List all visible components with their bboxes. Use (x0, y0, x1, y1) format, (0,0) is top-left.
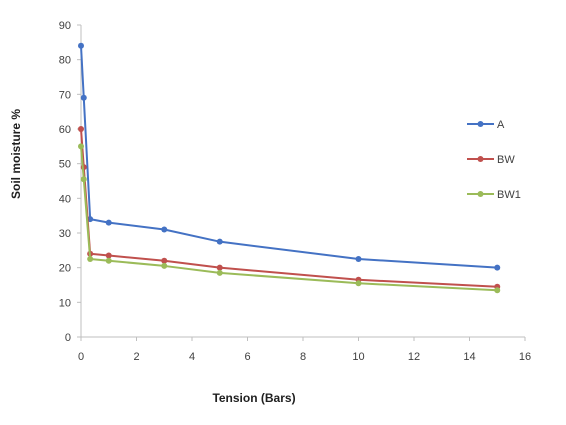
data-point-bw1 (216, 269, 223, 276)
legend-marker-bw (477, 156, 484, 162)
y-tick-label: 60 (59, 124, 71, 136)
x-tick-label: 8 (300, 351, 306, 363)
data-point-bw1 (494, 287, 501, 294)
x-tick-label: 10 (352, 351, 364, 363)
legend-item-a: A (467, 119, 505, 131)
x-tick-label: 0 (78, 351, 84, 363)
data-point-a (494, 264, 501, 271)
x-tick-label: 12 (408, 351, 420, 363)
x-tick-label: 6 (244, 351, 250, 363)
legend-marker-a (477, 121, 484, 127)
x-axis-title: Tension (Bars) (212, 391, 295, 405)
y-tick-label: 20 (59, 263, 71, 275)
x-tick-label: 14 (463, 351, 475, 363)
legend-marker-bw1 (477, 191, 484, 197)
series-bw (78, 126, 501, 290)
series-bw1 (78, 143, 501, 294)
y-tick-label: 70 (59, 89, 71, 101)
y-tick-label: 50 (59, 159, 71, 171)
data-point-a (161, 226, 168, 233)
data-point-a (80, 94, 87, 101)
legend-item-bw: BW (467, 154, 515, 166)
y-tick-label: 30 (59, 228, 71, 240)
y-tick-label: 80 (59, 55, 71, 67)
y-tick-label: 90 (59, 20, 71, 32)
data-point-a (216, 238, 223, 245)
x-tick-label: 2 (133, 351, 139, 363)
data-point-a (105, 219, 112, 226)
legend-item-bw1: BW1 (467, 189, 521, 201)
data-point-bw (105, 252, 112, 259)
series-line-bw1 (80, 146, 498, 292)
data-point-bw1 (161, 262, 168, 269)
data-point-bw1 (87, 256, 94, 262)
data-point-bw (78, 126, 84, 132)
data-point-bw1 (355, 280, 362, 287)
y-tick-label: 10 (59, 297, 71, 309)
data-point-a (78, 42, 84, 49)
legend: A BW BW1 (467, 119, 521, 201)
data-point-bw1 (78, 143, 84, 150)
series-layer (78, 42, 501, 294)
y-axis-title: Soil moisture % (9, 109, 23, 199)
legend-label-bw1: BW1 (497, 189, 521, 201)
x-tick-label: 16 (519, 351, 531, 363)
legend-label-bw: BW (497, 154, 515, 166)
y-tick-label: 0 (65, 332, 71, 344)
axes-layer: 0 10 20 30 40 50 60 70 80 90 0 2 4 6 8 10 12 14 16 (59, 20, 531, 363)
x-tick-label: 4 (189, 351, 195, 363)
data-point-a (355, 256, 362, 262)
data-point-bw (216, 264, 223, 271)
series-line-a (80, 45, 498, 269)
data-point-bw1 (80, 176, 87, 183)
legend-label-a: A (497, 119, 505, 131)
series-a (78, 42, 501, 271)
data-point-bw (161, 257, 168, 264)
y-tick-label: 40 (59, 193, 71, 205)
data-point-bw1 (105, 257, 112, 264)
